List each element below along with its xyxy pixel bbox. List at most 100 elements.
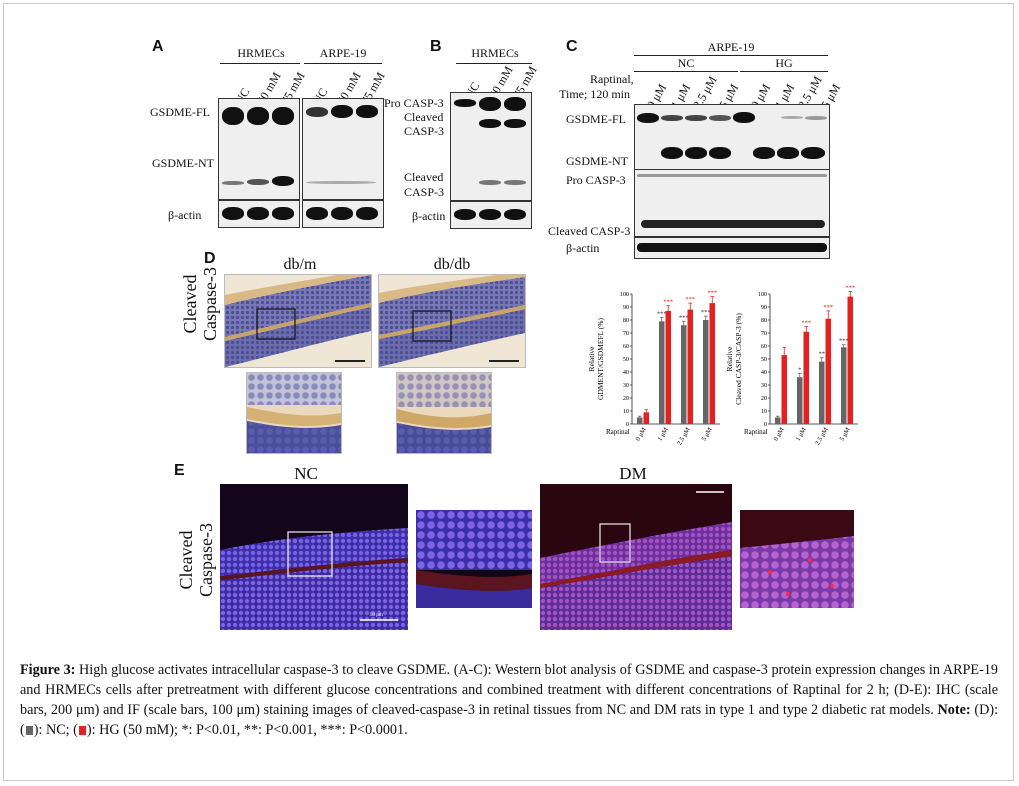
y-axis-label-line2: Cleaved CASP-3/CASP-3 (%): [734, 313, 743, 405]
y-tick-label: 90: [761, 304, 767, 311]
panel-d-label: D: [204, 250, 216, 267]
panel-c-subgroup-hg: HG: [775, 56, 793, 70]
significance-label: ***: [801, 320, 811, 327]
y-axis-label-line2: GDMENT/GSDMEFL (%): [596, 317, 605, 400]
blot-a-hrmecs-actin: [218, 200, 300, 228]
x-tick-label: 2.5 μM: [676, 426, 692, 446]
y-tick-label: 100: [758, 291, 767, 298]
panel-a-group-arpe: ARPE-19: [319, 46, 367, 60]
significance-label: ***: [701, 309, 711, 316]
blot-a-hrmecs: [218, 98, 300, 200]
y-tick-label: 0: [764, 421, 767, 428]
bar: [797, 377, 803, 424]
row-label-beta-actin: β-actin: [412, 209, 446, 223]
bar-chart-casp3-ratio: Relative Cleaved CASP-3/CASP-3 (%) 0 10 20 30…: [725, 284, 858, 446]
y-tick-label: 50: [623, 356, 629, 363]
x-axis-prefix: Raptinal: [606, 428, 630, 436]
panel-e-label: E: [174, 462, 185, 479]
y-tick-label: 90: [623, 304, 629, 311]
y-tick-label: 80: [761, 317, 767, 324]
panel-e-side-label-1: Cleaved: [176, 530, 196, 590]
row-label-gsdme-nt: GSDME-NT: [152, 156, 214, 170]
bar: [681, 325, 687, 424]
legend-swatch-nc: [25, 726, 33, 735]
panel-c-treatment-line2: Time; 120 min: [559, 87, 630, 101]
if-image-dm: [540, 484, 732, 630]
panel-c-label: C: [566, 38, 578, 55]
significance-label: **: [819, 351, 826, 358]
x-tick-label: 5 μM: [701, 426, 714, 442]
y-tick-label: 40: [761, 369, 767, 376]
row-label-cleaved: Cleaved: [404, 170, 444, 184]
bar-chart-gsdme-ratio: Relative GDMENT/GSDMEFL (%) 0 10 20 30 40 50 60 7…: [587, 290, 720, 446]
significance-label: ***: [823, 304, 833, 311]
legend-swatch-hg: [78, 726, 86, 735]
y-tick-label: 20: [623, 395, 629, 402]
caption-fig-label: Figure 3:: [20, 662, 76, 678]
caption-note-label: Note:: [937, 702, 971, 718]
significance-label: ***: [679, 314, 689, 321]
blot-c-casp3: [634, 169, 830, 237]
panel-d-side-label-2: Caspase-3: [200, 267, 220, 341]
blot-a-arpe: [302, 98, 384, 200]
bar: [819, 361, 825, 424]
caption-text: High glucose activates intracellular cas…: [20, 662, 999, 718]
bar: [665, 310, 671, 424]
significance-label: *: [798, 366, 801, 373]
significance-label: ***: [657, 310, 667, 317]
ihc-image-dbm: [224, 274, 372, 368]
row-label-beta-actin: β-actin: [168, 208, 202, 222]
significance-label: ***: [663, 299, 673, 306]
bar: [637, 417, 643, 424]
bar: [847, 296, 853, 424]
ihc-zoom-dbdb: [396, 372, 492, 454]
y-axis-label-line1: Relative: [587, 346, 596, 372]
y-tick-label: 50: [761, 356, 767, 363]
panel-c-subgroup-nc: NC: [677, 56, 695, 70]
bar: [775, 417, 781, 424]
row-label-gsdme-fl: GSDME-FL: [566, 112, 627, 126]
figure-caption: Figure 3: High glucose activates intrace…: [20, 662, 999, 738]
y-tick-label: 60: [623, 343, 629, 350]
row-label-pro-casp3: Pro CASP-3: [384, 96, 444, 110]
row-label-casp3: CASP-3: [404, 185, 445, 199]
row-label-casp3: CASP-3: [404, 124, 445, 138]
blot-a-arpe-actin: [302, 200, 384, 228]
blot-c-gsdme: [634, 104, 830, 170]
x-tick-label: 1 μM: [795, 426, 808, 442]
bar: [803, 331, 809, 424]
panel-e-col-nc: NC: [294, 464, 318, 483]
y-tick-label: 80: [623, 317, 629, 324]
x-tick-label: 0 μM: [773, 426, 786, 442]
y-tick-label: 30: [761, 382, 767, 389]
if-zoom-nc: [416, 510, 532, 608]
panel-b-label: B: [430, 38, 442, 55]
row-label-pro-casp3: Pro CASP-3: [566, 173, 626, 187]
blot-c-actin: [634, 237, 830, 259]
row-label-gsdme-nt: GSDME-NT: [566, 154, 628, 168]
panel-c-treatment-line1: Raptinal,: [590, 72, 634, 86]
blot-b-actin: [450, 201, 532, 229]
figure-frame: [3, 3, 1014, 781]
ihc-image-dbdb: [378, 274, 526, 368]
if-zoom-dm: [740, 510, 854, 608]
y-axis-label-line1: Relative: [725, 346, 734, 372]
row-label-beta-actin: β-actin: [566, 241, 600, 255]
x-tick-label: 0 μM: [635, 426, 648, 442]
panel-e-side-label-2: Caspase-3: [196, 523, 216, 597]
significance-label: ***: [685, 296, 695, 303]
y-tick-label: 40: [623, 369, 629, 376]
panel-a-group-hrmecs: HRMECs: [237, 46, 285, 60]
panel-d-side-label-1: Cleaved: [180, 274, 200, 334]
panel-d-col-dbm: db/m: [283, 256, 317, 273]
y-tick-label: 10: [761, 408, 767, 415]
y-tick-label: 20: [761, 395, 767, 402]
x-tick-label: 5 μM: [839, 426, 852, 442]
bar: [841, 347, 847, 424]
y-tick-label: 30: [623, 382, 629, 389]
panel-b-group: HRMECs: [471, 46, 519, 60]
y-tick-label: 60: [761, 343, 767, 350]
if-image-nc: 50 μm: [220, 484, 408, 630]
panel-c-group: ARPE-19: [707, 40, 755, 54]
bar: [781, 355, 787, 424]
